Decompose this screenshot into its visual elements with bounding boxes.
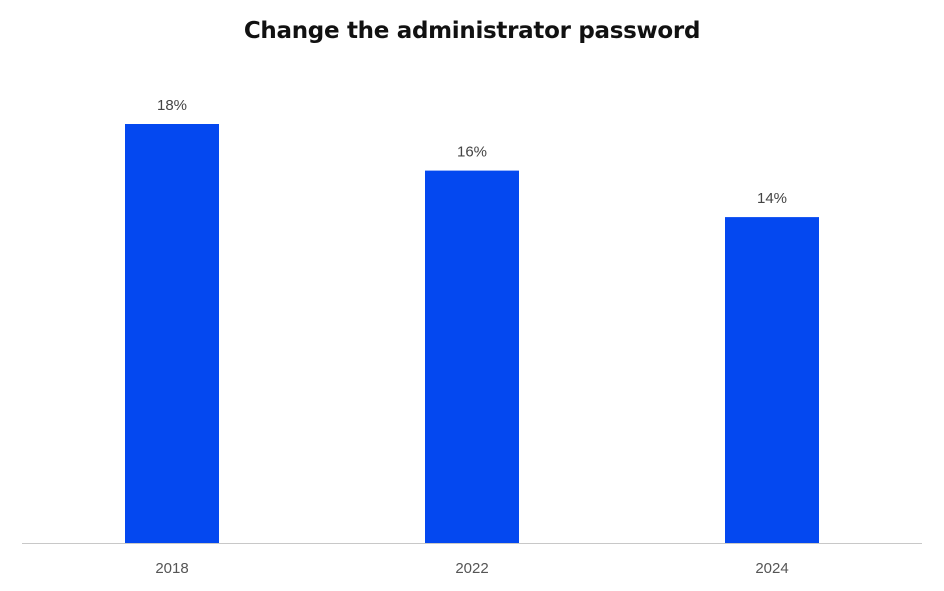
- x-tick-label-2022: 2022: [455, 560, 488, 577]
- x-tick-label-2024: 2024: [755, 560, 788, 577]
- bar-2018: [125, 124, 219, 543]
- data-labels-layer: 18% 16% 14%: [157, 97, 787, 207]
- bars-layer: [125, 124, 819, 543]
- data-label-2024: 14%: [757, 190, 787, 207]
- bar-2022: [425, 170, 519, 543]
- data-label-2018: 18%: [157, 97, 187, 114]
- chart-title: Change the administrator password: [243, 18, 701, 44]
- bar-2024: [725, 217, 819, 543]
- x-axis-ticks-layer: 2018 2022 2024: [155, 560, 788, 577]
- x-tick-label-2018: 2018: [155, 560, 188, 577]
- data-label-2022: 16%: [457, 144, 487, 161]
